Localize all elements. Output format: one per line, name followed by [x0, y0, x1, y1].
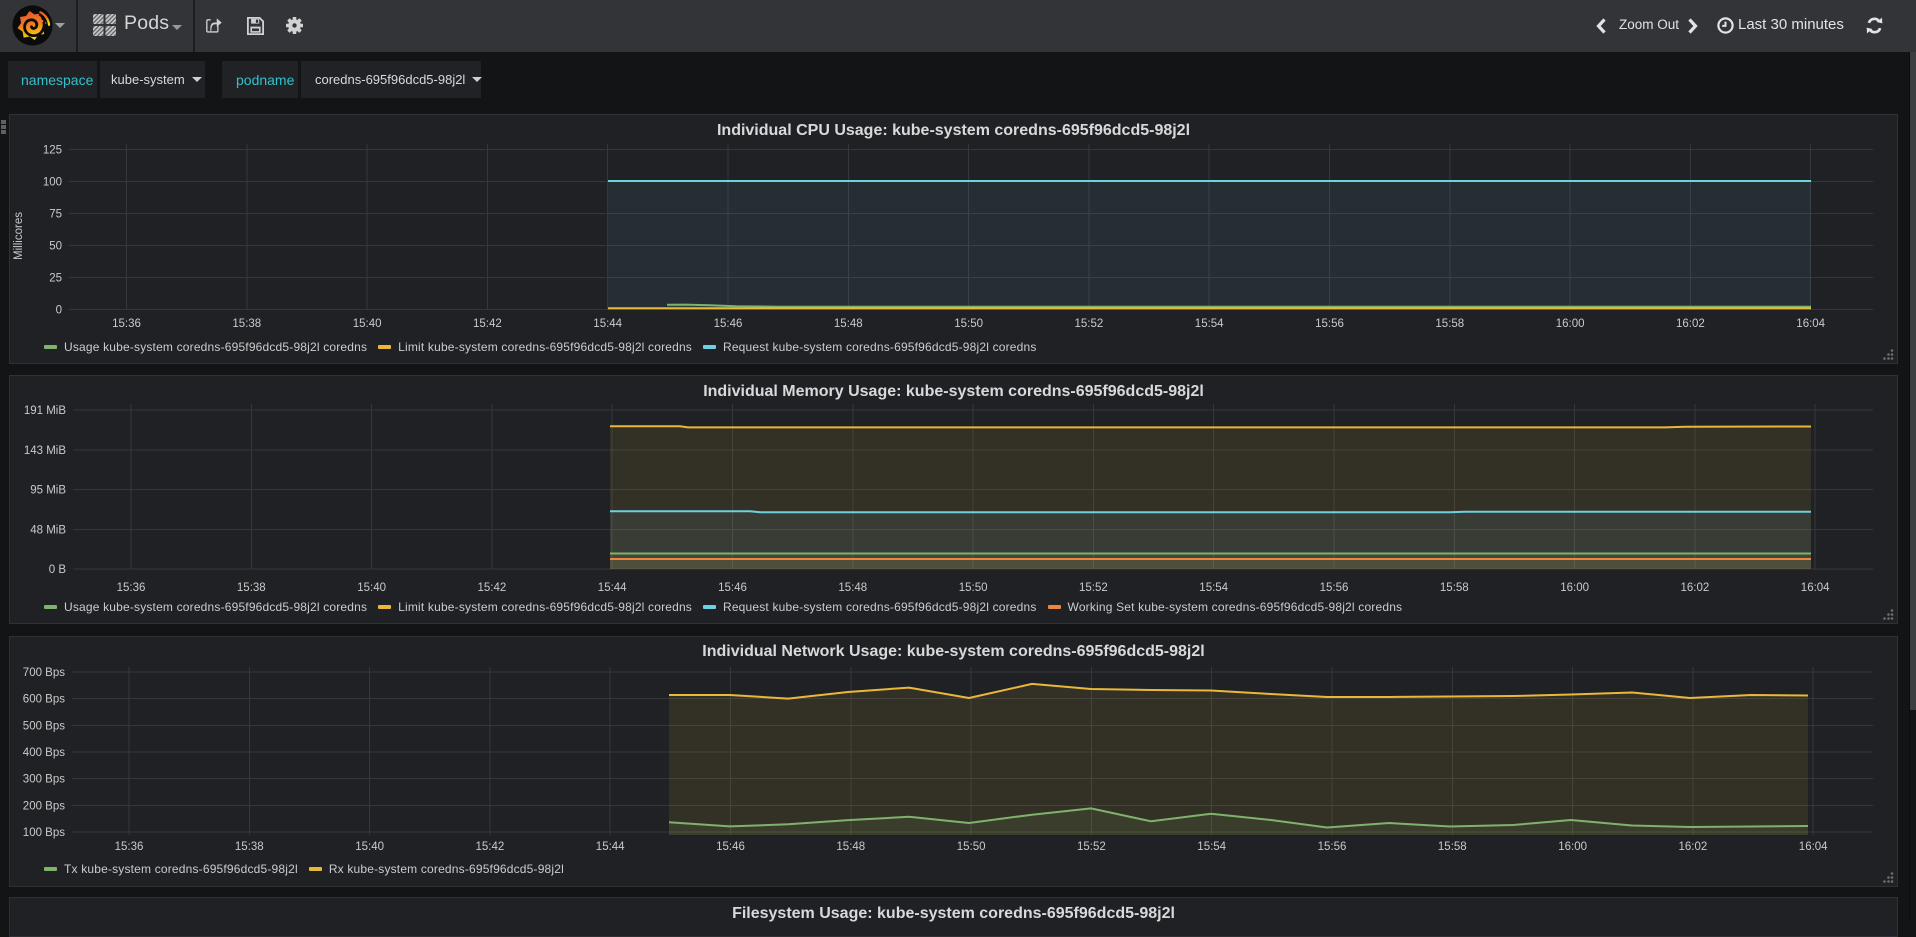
svg-text:15:58: 15:58	[1438, 841, 1467, 853]
svg-text:15:44: 15:44	[593, 318, 622, 330]
svg-text:0: 0	[56, 305, 62, 317]
svg-text:15:54: 15:54	[1195, 318, 1224, 330]
svg-text:300 Bps: 300 Bps	[23, 774, 65, 786]
svg-text:15:38: 15:38	[235, 841, 264, 853]
svg-text:50: 50	[49, 241, 62, 253]
svg-text:15:40: 15:40	[357, 582, 386, 594]
svg-text:Millicores: Millicores	[13, 212, 25, 260]
svg-text:15:36: 15:36	[112, 318, 141, 330]
svg-text:16:00: 16:00	[1558, 841, 1587, 853]
svg-text:15:48: 15:48	[834, 318, 863, 330]
svg-text:191 MiB: 191 MiB	[24, 405, 67, 417]
svg-text:16:02: 16:02	[1681, 582, 1710, 594]
svg-text:15:40: 15:40	[355, 841, 384, 853]
svg-text:15:56: 15:56	[1320, 582, 1349, 594]
svg-text:15:38: 15:38	[237, 582, 266, 594]
svg-text:15:36: 15:36	[117, 582, 146, 594]
svg-text:16:02: 16:02	[1676, 318, 1705, 330]
svg-text:15:42: 15:42	[478, 582, 507, 594]
svg-text:15:48: 15:48	[838, 582, 867, 594]
svg-text:15:38: 15:38	[232, 318, 261, 330]
svg-text:200 Bps: 200 Bps	[23, 800, 65, 812]
svg-text:48 MiB: 48 MiB	[30, 524, 66, 536]
svg-text:15:52: 15:52	[1079, 582, 1108, 594]
svg-text:15:56: 15:56	[1318, 841, 1347, 853]
svg-text:15:52: 15:52	[1075, 318, 1104, 330]
svg-text:15:44: 15:44	[596, 841, 625, 853]
svg-text:15:42: 15:42	[476, 841, 505, 853]
svg-text:15:46: 15:46	[718, 582, 747, 594]
svg-text:600 Bps: 600 Bps	[23, 694, 65, 706]
svg-text:143 MiB: 143 MiB	[24, 445, 67, 457]
svg-text:15:50: 15:50	[957, 841, 986, 853]
svg-text:15:54: 15:54	[1199, 582, 1228, 594]
svg-text:15:42: 15:42	[473, 318, 502, 330]
svg-text:100: 100	[43, 177, 62, 189]
svg-text:16:02: 16:02	[1679, 841, 1708, 853]
svg-text:15:58: 15:58	[1435, 318, 1464, 330]
svg-text:15:40: 15:40	[353, 318, 382, 330]
svg-text:16:00: 16:00	[1556, 318, 1585, 330]
svg-text:15:48: 15:48	[836, 841, 865, 853]
svg-text:15:46: 15:46	[714, 318, 743, 330]
svg-text:75: 75	[49, 209, 62, 221]
svg-text:15:50: 15:50	[959, 582, 988, 594]
svg-text:700 Bps: 700 Bps	[23, 667, 65, 679]
svg-text:16:04: 16:04	[1801, 582, 1830, 594]
svg-text:15:52: 15:52	[1077, 841, 1106, 853]
svg-text:15:46: 15:46	[716, 841, 745, 853]
svg-text:15:58: 15:58	[1440, 582, 1469, 594]
svg-text:15:44: 15:44	[598, 582, 627, 594]
svg-text:125: 125	[43, 145, 62, 157]
svg-text:25: 25	[49, 273, 62, 285]
svg-text:500 Bps: 500 Bps	[23, 720, 65, 732]
svg-text:0 B: 0 B	[49, 564, 67, 576]
svg-text:15:56: 15:56	[1315, 318, 1344, 330]
svg-text:15:50: 15:50	[954, 318, 983, 330]
svg-text:400 Bps: 400 Bps	[23, 747, 65, 759]
svg-text:100 Bps: 100 Bps	[23, 827, 65, 839]
svg-text:15:36: 15:36	[115, 841, 144, 853]
svg-text:16:00: 16:00	[1560, 582, 1589, 594]
svg-text:16:04: 16:04	[1796, 318, 1825, 330]
svg-text:15:54: 15:54	[1197, 841, 1226, 853]
svg-text:95 MiB: 95 MiB	[30, 485, 66, 497]
svg-text:16:04: 16:04	[1799, 841, 1828, 853]
